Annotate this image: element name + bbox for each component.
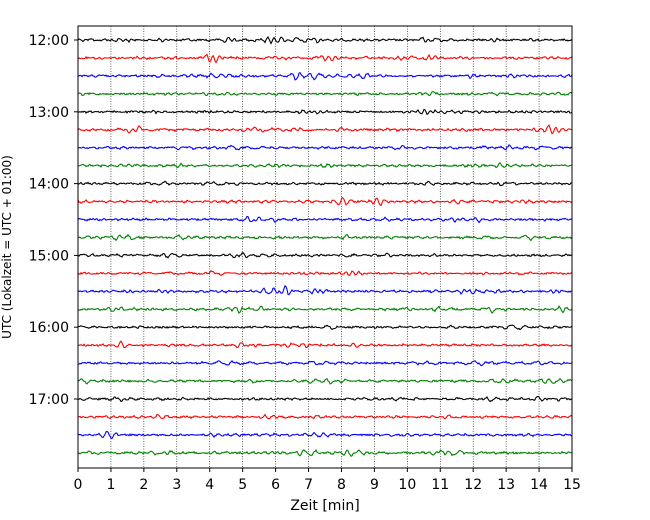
y-axis-ticks: 12:00 13:00 14:00 15:00 16:00 17:00 xyxy=(29,33,78,408)
seismic-trace xyxy=(77,53,573,64)
x-tick-label: 10 xyxy=(398,477,416,493)
seismic-trace xyxy=(77,233,573,242)
seismic-trace xyxy=(77,340,573,349)
y-tick-label: 17:00 xyxy=(29,392,69,408)
x-tick-label: 2 xyxy=(139,477,148,493)
x-tick-label: 1 xyxy=(106,477,115,493)
x-tick-label: 7 xyxy=(304,477,313,493)
x-tick-label: 12 xyxy=(464,477,482,493)
x-axis-ticks: 0 1 2 3 4 5 6 7 8 9 10 11 12 13 14 15 xyxy=(74,468,581,493)
seismic-trace xyxy=(77,252,573,259)
x-axis-label: Zeit [min] xyxy=(290,498,359,514)
x-tick-label: 11 xyxy=(431,477,449,493)
vertical-grid xyxy=(110,26,540,468)
seismic-trace xyxy=(77,395,573,403)
seismic-trace xyxy=(77,180,573,187)
seismic-trace xyxy=(77,124,573,135)
seismic-trace xyxy=(77,72,573,81)
x-tick-label: 8 xyxy=(337,477,346,493)
x-tick-label: 0 xyxy=(74,477,83,493)
y-axis-label: UTC (Lokalzeit = UTC + 01:00) xyxy=(0,155,14,339)
x-tick-label: 15 xyxy=(563,477,581,493)
seismic-trace xyxy=(77,360,573,367)
seismic-trace xyxy=(77,270,573,277)
seismic-trace xyxy=(77,91,573,97)
plot-area xyxy=(78,26,572,468)
seismic-trace xyxy=(77,305,573,314)
x-tick-label: 13 xyxy=(497,477,515,493)
x-tick-label: 3 xyxy=(172,477,181,493)
x-tick-label: 5 xyxy=(238,477,247,493)
seismic-trace xyxy=(77,215,573,224)
seismic-trace xyxy=(77,413,573,420)
y-tick-label: 12:00 xyxy=(29,33,69,49)
seismic-trace xyxy=(77,162,573,169)
seismic-trace xyxy=(77,377,573,385)
seismic-trace xyxy=(78,144,573,151)
plot-frame xyxy=(77,25,573,469)
seismic-trace xyxy=(77,430,573,439)
seismic-trace xyxy=(77,284,573,296)
y-tick-label: 15:00 xyxy=(29,248,69,264)
y-tick-label: 16:00 xyxy=(29,320,69,336)
y-tick-label: 14:00 xyxy=(29,177,69,193)
x-tick-label: 9 xyxy=(370,477,379,493)
seismic-trace xyxy=(77,448,573,457)
seismic-trace xyxy=(77,324,573,331)
seismic-trace xyxy=(77,108,573,116)
seismic-traces xyxy=(77,35,573,457)
seismic-trace xyxy=(77,196,573,207)
x-tick-label: 4 xyxy=(205,477,214,493)
x-tick-label: 6 xyxy=(271,477,280,493)
seismic-trace xyxy=(77,35,573,45)
y-tick-label: 13:00 xyxy=(29,105,69,121)
x-tick-label: 14 xyxy=(530,477,548,493)
